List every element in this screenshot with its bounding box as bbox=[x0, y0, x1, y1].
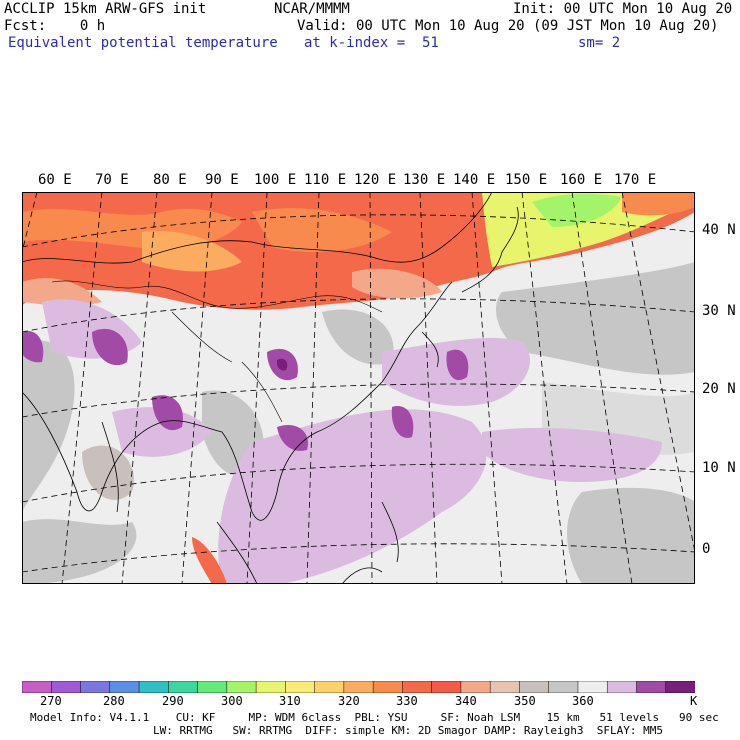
model-info-line2: LW: RRTMG SW: RRTMG DIFF: simple KM: 2D … bbox=[153, 724, 663, 737]
colorbar-label: 340 bbox=[455, 694, 477, 708]
colorbar-swatch bbox=[606, 681, 638, 693]
lon-label: 130 E bbox=[403, 172, 446, 188]
field-patch bbox=[496, 262, 695, 375]
map-frame bbox=[22, 192, 695, 584]
colorbar-label: 320 bbox=[338, 694, 360, 708]
colorbar-label: 360 bbox=[572, 694, 594, 708]
warm-spot bbox=[192, 537, 227, 584]
colorbar-swatch bbox=[226, 681, 257, 693]
field-patch bbox=[567, 487, 695, 584]
colorbar-label: 270 bbox=[40, 694, 62, 708]
moist-core bbox=[391, 406, 414, 438]
warm-band bbox=[352, 268, 442, 299]
lon-label: 80 E bbox=[153, 172, 187, 188]
smoothing: sm= 2 bbox=[578, 35, 621, 51]
lat-label: 0 bbox=[702, 541, 711, 557]
colorbar-swatch bbox=[636, 681, 667, 693]
colorbar-swatch bbox=[22, 681, 53, 693]
lat-label: 30 N bbox=[702, 303, 736, 319]
colorbar-label: 300 bbox=[221, 694, 243, 708]
colorbar-swatch bbox=[519, 681, 550, 693]
colorbar-unit: K bbox=[690, 694, 698, 708]
lat-label: 40 N bbox=[702, 222, 736, 238]
model-info-line1: Model Info: V4.1.1 CU: KF MP: WDM 6class… bbox=[30, 711, 719, 724]
colorbar-swatch bbox=[431, 681, 462, 693]
colorbar-label: 350 bbox=[514, 694, 536, 708]
warm-band bbox=[22, 278, 102, 307]
forecast-hour: Fcst: 0 h bbox=[4, 18, 106, 34]
moist-region bbox=[482, 427, 662, 482]
colorbar-swatch bbox=[314, 681, 345, 693]
colorbar-swatch bbox=[343, 681, 374, 693]
moist-core bbox=[152, 395, 183, 431]
level-index: at k-index = 51 bbox=[304, 35, 439, 51]
lon-label: 140 E bbox=[453, 172, 496, 188]
lon-label: 150 E bbox=[505, 172, 548, 188]
colorbar-label: 280 bbox=[103, 694, 125, 708]
colorbar-label: 330 bbox=[396, 694, 418, 708]
field-patch bbox=[82, 445, 134, 500]
lon-label: 70 E bbox=[95, 172, 129, 188]
colorbar-label: 310 bbox=[279, 694, 301, 708]
moist-region bbox=[112, 407, 212, 457]
warm-band bbox=[252, 208, 392, 252]
colorbar-swatch bbox=[51, 681, 82, 693]
moist-core bbox=[446, 349, 469, 381]
colorbar-swatch bbox=[109, 681, 140, 693]
colorbar-swatch bbox=[197, 681, 228, 693]
colorbar-swatch bbox=[372, 681, 404, 693]
moist-core bbox=[92, 328, 128, 366]
model-title: ACCLIP 15km ARW-GFS init bbox=[4, 1, 207, 17]
colorbar-swatch bbox=[460, 681, 491, 693]
lon-label: 100 E bbox=[254, 172, 297, 188]
valid-time: Valid: 00 UTC Mon 10 Aug 20 (09 JST Mon … bbox=[297, 18, 719, 34]
warm-band bbox=[532, 193, 622, 227]
moist-region bbox=[218, 409, 487, 584]
warm-band bbox=[622, 192, 695, 216]
colorbar bbox=[22, 681, 695, 693]
lat-label: 10 N bbox=[702, 460, 736, 476]
graticule bbox=[22, 192, 695, 584]
moist-core bbox=[22, 331, 44, 363]
colorbar-swatch bbox=[255, 681, 287, 693]
lon-label: 110 E bbox=[304, 172, 347, 188]
lon-label: 60 E bbox=[38, 172, 72, 188]
colorbar-swatch bbox=[577, 681, 608, 693]
field-name: Equivalent potential temperature bbox=[8, 35, 278, 51]
moist-core bbox=[277, 424, 308, 451]
map-plot bbox=[22, 192, 695, 584]
colorbar-swatch bbox=[548, 681, 579, 693]
moist-core bbox=[276, 358, 288, 371]
lat-label: 20 N bbox=[702, 381, 736, 397]
warm-band bbox=[142, 231, 242, 272]
org-label: NCAR/MMMM bbox=[274, 1, 350, 17]
borders bbox=[51, 280, 383, 423]
lon-label: 170 E bbox=[614, 172, 657, 188]
colorbar-label: 290 bbox=[162, 694, 184, 708]
lon-label: 160 E bbox=[560, 172, 603, 188]
colorbar-swatch bbox=[285, 681, 316, 693]
colorbar-swatch bbox=[168, 681, 199, 693]
colorbar-swatch bbox=[402, 681, 433, 693]
lon-label: 120 E bbox=[354, 172, 397, 188]
field-patch bbox=[22, 340, 75, 512]
colorbar-swatch bbox=[80, 681, 111, 693]
colorbar-swatch bbox=[138, 681, 170, 693]
init-time: Init: 00 UTC Mon 10 Aug 20 bbox=[513, 1, 733, 17]
colorbar-swatch bbox=[665, 681, 695, 693]
lon-label: 90 E bbox=[205, 172, 239, 188]
colorbar-swatch bbox=[489, 681, 521, 693]
field-patch bbox=[322, 309, 394, 365]
field-patch bbox=[22, 519, 137, 584]
